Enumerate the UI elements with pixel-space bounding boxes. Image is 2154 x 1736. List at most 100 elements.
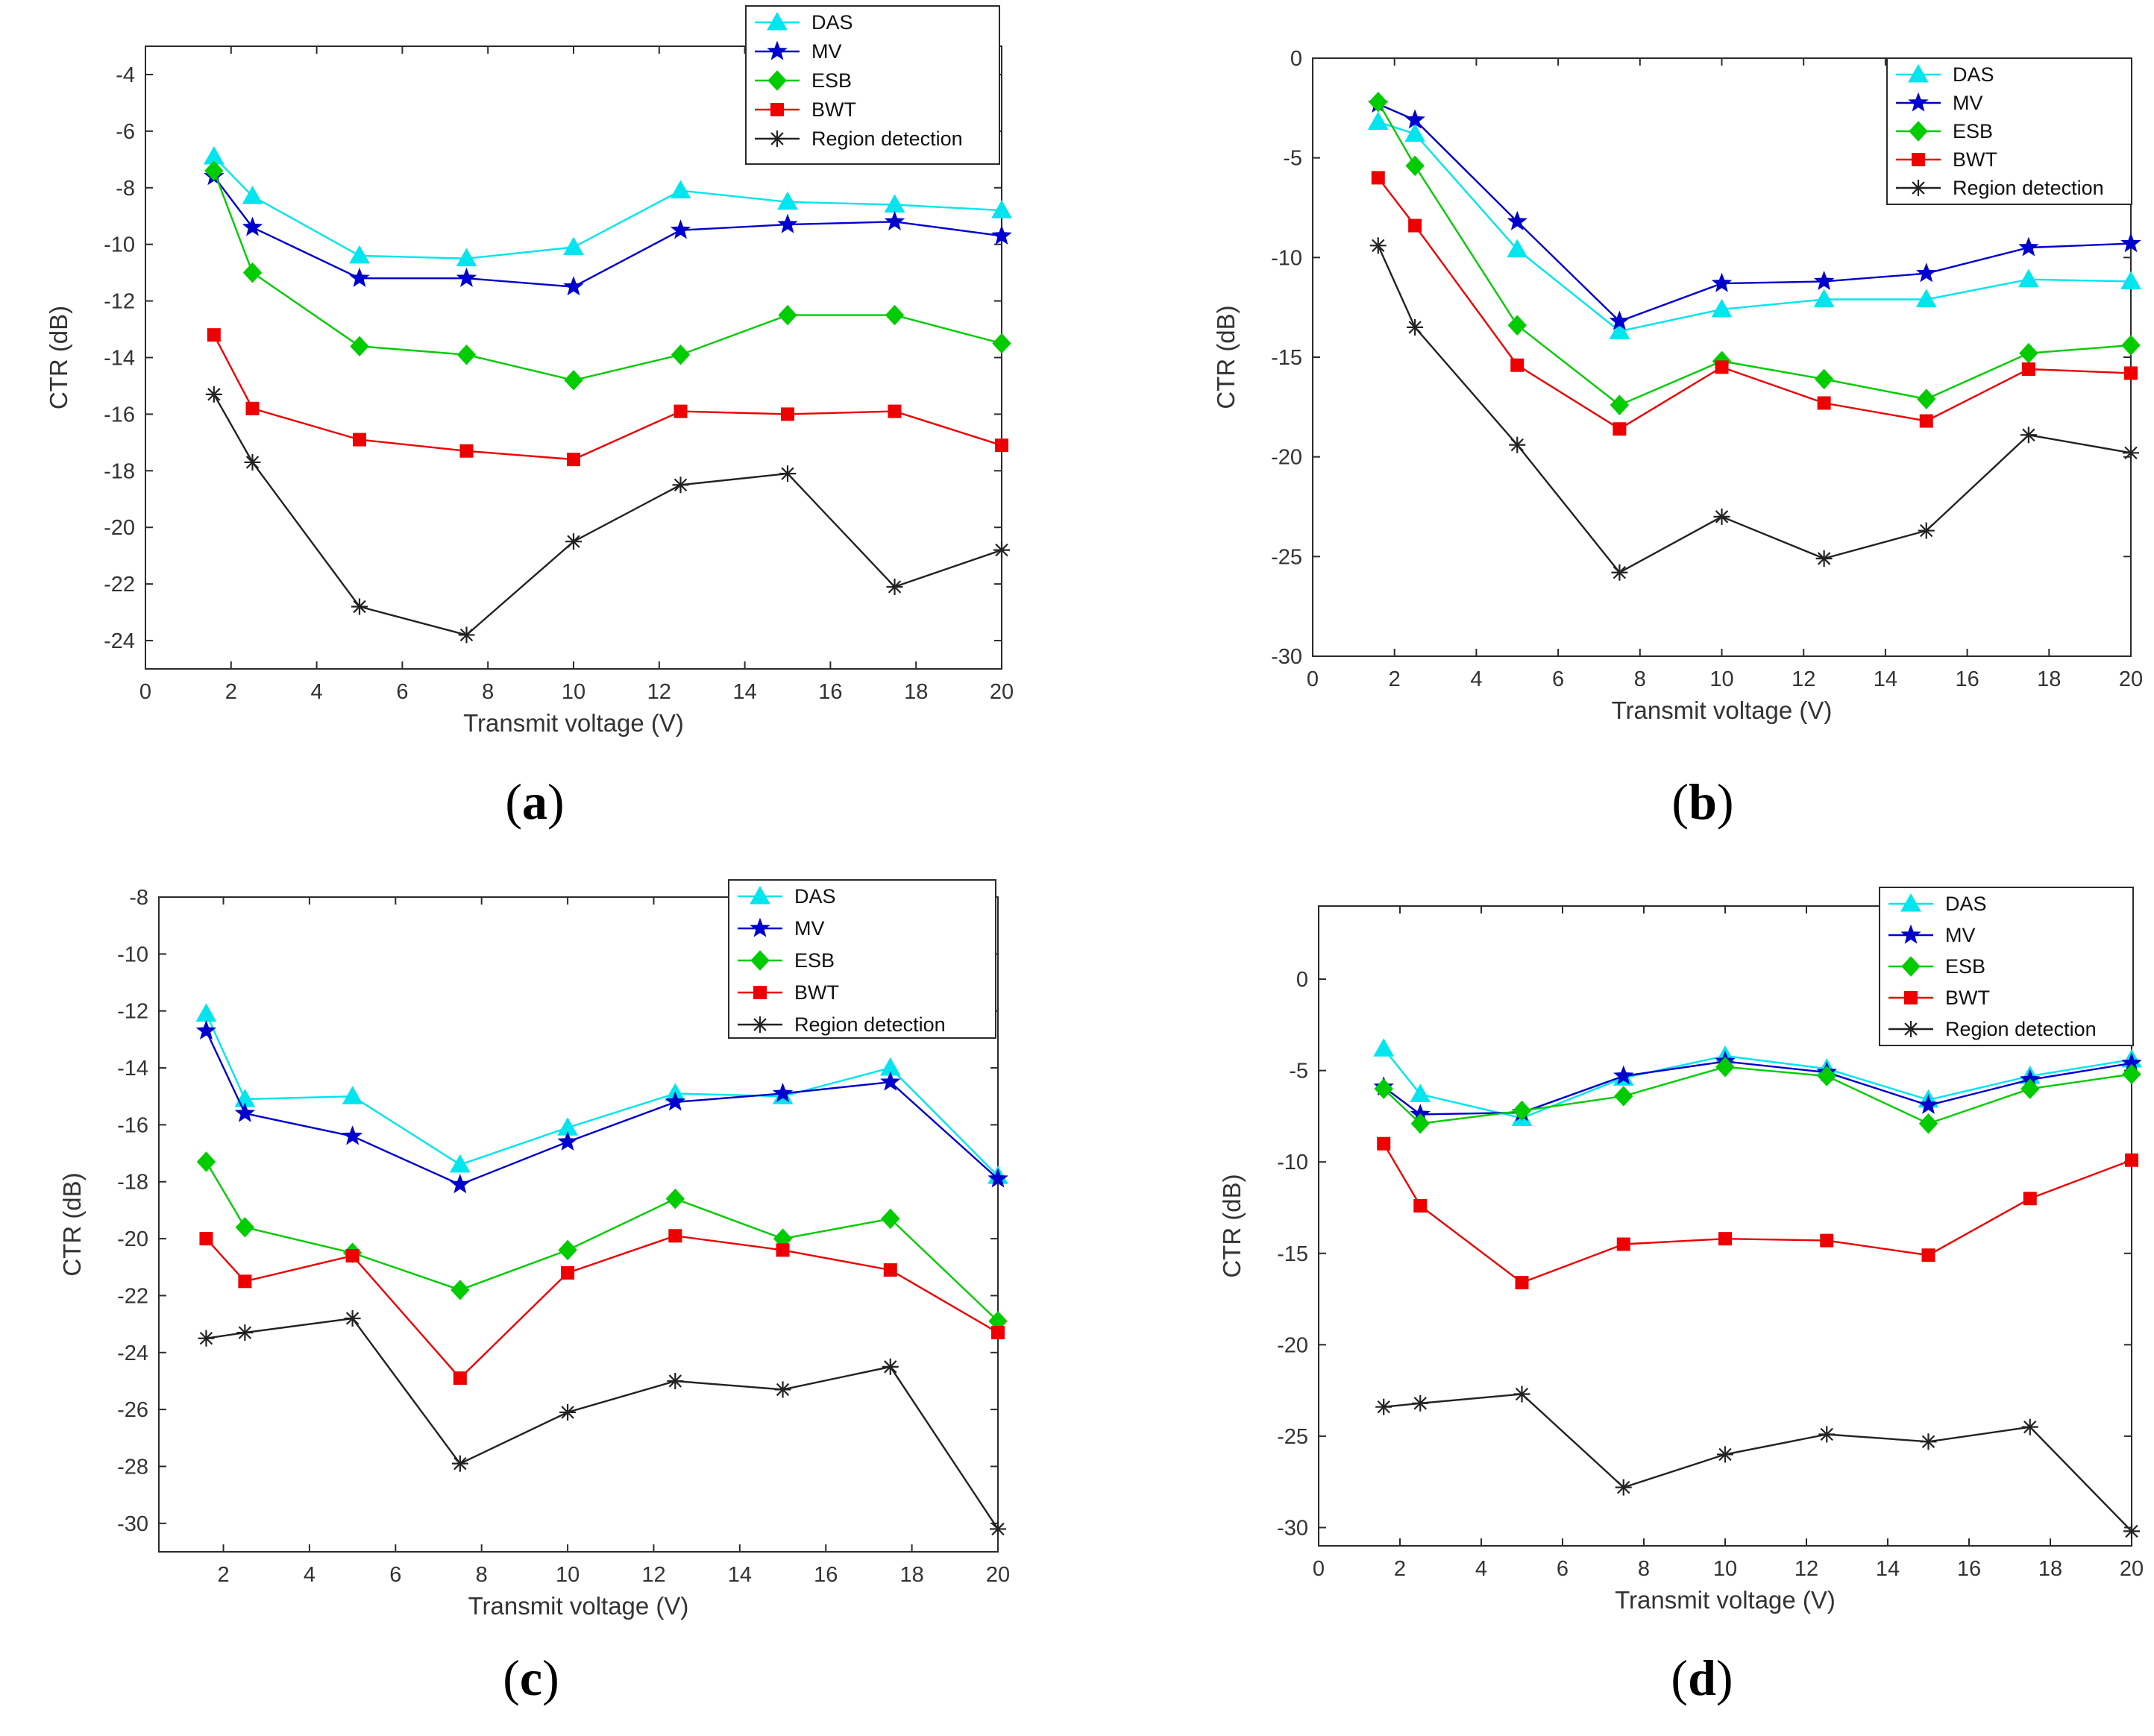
panel-a-series-mv-point (242, 216, 263, 236)
panel-b-legend-swatch-marker (1912, 153, 1925, 166)
panel-c-series-region-detection-point (667, 1372, 684, 1389)
panel-d-series-region-detection-point (1513, 1386, 1530, 1403)
panel-a-legend-label: Region detection (811, 128, 963, 150)
panel-d-series-das-point (1410, 1084, 1431, 1102)
panel-a-label-close: ) (547, 773, 565, 830)
panel-b-series-region-detection-point-stroke (1715, 510, 1729, 523)
panel-a-y-tick-label: -12 (104, 290, 135, 314)
panel-b-legend-label: MV (1953, 92, 1983, 114)
panel-d-y-tick-label: -15 (1277, 1242, 1308, 1266)
panel-a-series-das-point (563, 236, 584, 255)
panel-d-series-region-detection (1375, 1386, 2140, 1540)
panel-d-x-tick-label: 4 (1475, 1557, 1487, 1581)
panel-a-series-esb-point (242, 262, 263, 283)
panel-c-series-region-detection-point (990, 1520, 1006, 1538)
panel-c-y-tick-label: -20 (117, 1227, 148, 1251)
panel-d-series-region-detection-point-stroke (1617, 1480, 1630, 1494)
panel-a-legend-swatch-marker (767, 70, 787, 91)
panel-b-x-tick-label: 6 (1552, 667, 1564, 691)
panel-b-x-tick-label: 16 (1955, 667, 1979, 691)
panel-b-series-mv-point (1404, 109, 1425, 129)
panel-b-series-mv-point (2120, 233, 2141, 253)
panel-a-series-bwt-point (459, 444, 474, 458)
panel-b-series-region-detection-point-stroke (1817, 552, 1831, 565)
panel-d-series-region-detection-point (1818, 1426, 1836, 1443)
panel-c-series-mv-point (665, 1091, 686, 1111)
panel-c-legend-entry: ESB (738, 949, 835, 972)
panel-b-x-tick-label: 2 (1389, 667, 1401, 691)
panel-a-y-tick-label: -18 (104, 459, 135, 483)
panel-d-series-region-detection-point-stroke (1413, 1397, 1427, 1410)
panel-c-series-bwt-point (345, 1248, 359, 1262)
panel-b-legend-swatch-marker (1909, 121, 1928, 142)
panel-a-series-esb-point (564, 370, 583, 391)
panel-a-x-tick-label: 14 (732, 680, 756, 704)
panel-a-x-tick-label: 18 (904, 680, 928, 704)
panel-a-series-mv-point (563, 276, 584, 296)
panel-d-series-esb (1374, 1056, 2141, 1134)
panel-a-series-esb-point (992, 333, 1011, 354)
panel-c-legend-label: MV (794, 917, 825, 940)
panel-b-x-tick-label: 8 (1634, 667, 1646, 691)
panel-d-series-bwt-point (1820, 1233, 1834, 1248)
panel-b-series-region-detection (1369, 237, 2139, 581)
panel-b-series-esb-point (2121, 335, 2141, 356)
panel-c-series-region-detection-point-stroke (991, 1522, 1005, 1536)
panel-c-series-region-detection-point (774, 1381, 791, 1398)
panel-d-label-open: ( (1671, 1649, 1688, 1706)
panel-d-series-region-detection-point (2123, 1523, 2140, 1540)
panel-b-label-close: ) (1717, 773, 1734, 830)
panel-a-series-mv-point (991, 224, 1012, 245)
panel-b-series-bwt (1371, 171, 2138, 436)
panel-a-y-tick-label: -4 (116, 63, 135, 87)
panel-a-legend-label: BWT (811, 98, 856, 121)
panel-c-series-mv-point (234, 1102, 256, 1122)
panel-b-legend-entry: DAS (1896, 63, 1994, 86)
panel-b-legend-label: ESB (1953, 120, 1993, 142)
panel-a: 0 2 4 6 8 10 12 14 16 18 20 -24 -22 -20 -18 -16 -14 -12 -1… (45, 5, 1014, 830)
panel-b-y-tick-label: -5 (1283, 147, 1302, 171)
panel-c-y-tick-label: -10 (117, 943, 148, 966)
panel-b-series-region-detection-point (1407, 318, 1424, 336)
panel-a-series-region-detection-point-stroke (245, 456, 260, 469)
panel-d-legend-label: BWT (1945, 987, 1990, 1009)
panel-c-series-mv-point (342, 1125, 363, 1145)
panel-c-x-tick-label: 16 (814, 1563, 838, 1587)
panel-a-series-region-detection-point (205, 386, 222, 403)
panel-b-series-bwt-point (1371, 171, 1385, 185)
panel-c-series-region-detection (198, 1309, 1006, 1538)
panel-b: 0 2 4 6 8 10 12 14 16 18 20 -30 -25 -20 -15 -10 -5 0 Trans… (1212, 47, 2143, 830)
panel-b-legend-entry: BWT (1896, 148, 1997, 171)
panel-c-series-bwt (199, 1229, 1005, 1386)
panel-d-series-esb-point (2122, 1063, 2141, 1085)
panel-c-y-tick-label: -30 (117, 1512, 148, 1536)
panel-d-series-region-detection-point (2021, 1418, 2038, 1435)
panel-c-y-tick-label: -26 (117, 1398, 148, 1422)
panel-c-series-bwt-point (238, 1274, 252, 1289)
panel-a-y-tick-label: -22 (104, 573, 135, 597)
panel-a-series-bwt-point (207, 328, 221, 342)
panel-a-series-das-point (777, 191, 798, 210)
panel-d-series-region-detection-point-stroke (1820, 1427, 1833, 1441)
panel-b-series-bwt-point (1510, 358, 1525, 372)
panel-a-series-region-detection-point (351, 598, 368, 615)
panel-b-series-bwt-point (2021, 362, 2035, 377)
panel-d-legend-swatch-marker (1903, 1021, 1919, 1037)
panel-c-label-close: ) (542, 1649, 559, 1706)
panel-c-legend-box (728, 879, 996, 1039)
panel-c-series-mv-point (987, 1168, 1008, 1188)
panel-a-series-das-point (349, 245, 370, 264)
panel-c-series-region-detection-point (882, 1358, 899, 1375)
panel-d-series-esb-point (1817, 1066, 1836, 1086)
panel-d-x-tick-label: 2 (1394, 1557, 1406, 1581)
panel-b-y-tick-label: 0 (1290, 47, 1302, 71)
panel-c-legend-label: Region detection (794, 1013, 946, 1036)
panel-d-x-tick-label: 0 (1313, 1557, 1325, 1581)
panel-c-legend-label: ESB (794, 949, 835, 972)
panel-c-series-bwt-point (668, 1229, 682, 1243)
panel-d-legend: DAS MV ESB BWT Region detection (1879, 887, 2134, 1046)
panel-a-x-tick-label: 4 (311, 680, 323, 704)
panel-a-series-region-detection-point-stroke (353, 600, 366, 614)
panel-b-x-tick-label: 18 (2037, 667, 2061, 691)
panel-b-series-das (1367, 111, 2141, 339)
